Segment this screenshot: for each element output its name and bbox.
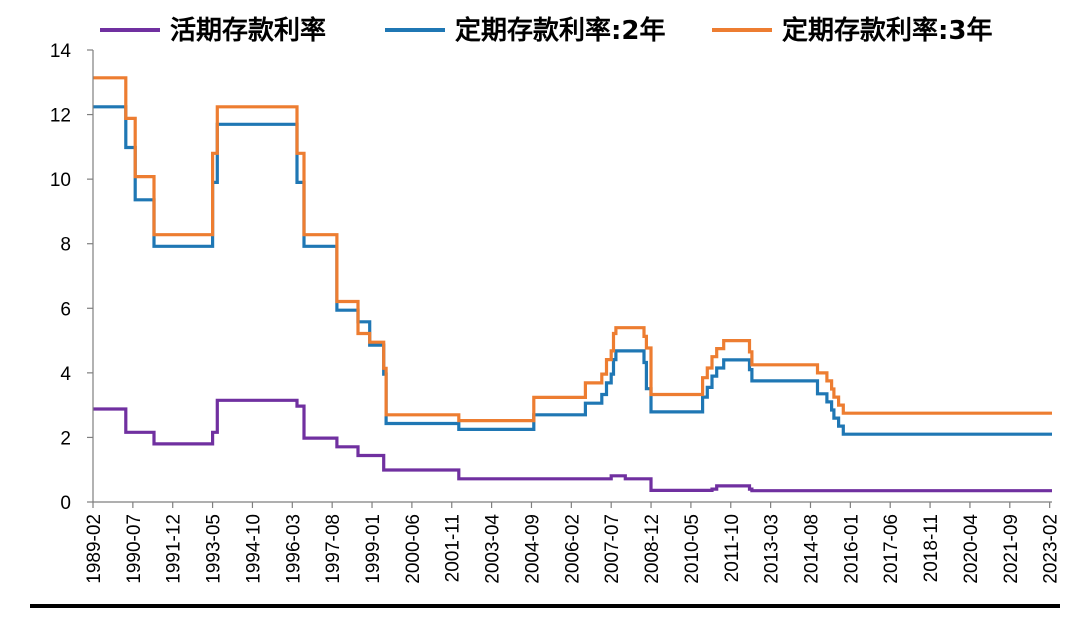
x-tick-label: 2000-06 (403, 514, 424, 584)
x-tick-label: 2018-11 (921, 514, 942, 582)
x-tick-label: 2021-09 (1001, 514, 1022, 584)
legend-label-0: 活期存款利率 (170, 15, 326, 46)
x-tick-label: 1990-07 (124, 514, 145, 584)
y-tick-label: 6 (60, 299, 71, 320)
x-tick-label: 1991-12 (164, 514, 185, 584)
y-tick-label: 2 (60, 428, 71, 449)
x-tick-label: 1993-05 (204, 514, 225, 584)
bottom-rule (30, 604, 1060, 608)
series-line-1 (93, 105, 1052, 436)
series-group (93, 76, 1052, 493)
x-tick-label: 2004-09 (522, 514, 543, 584)
x-tick-label: 2017-06 (881, 514, 902, 584)
y-tick-label: 12 (50, 106, 71, 127)
legend-label-1: 定期存款利率:2年 (455, 15, 666, 46)
series-line-2 (93, 76, 1052, 423)
x-tick-label: 2014-08 (801, 514, 822, 584)
y-tick-label: 10 (50, 170, 71, 191)
y-tick-label: 8 (60, 235, 71, 256)
x-tick-label: 2008-12 (642, 514, 663, 584)
series-line-0 (93, 398, 1052, 493)
x-tick-label: 1994-10 (243, 514, 264, 584)
x-tick-label: 2001-11 (443, 514, 464, 582)
x-tick-label: 1996-03 (283, 514, 304, 584)
x-tick-label: 2010-05 (682, 514, 703, 584)
x-tick-label: 1999-01 (363, 514, 384, 584)
x-ticks: 1989-02 1990-07 1991-12 1993-05 1994-10 1996-… (84, 502, 1062, 584)
y-tick-label: 0 (60, 493, 71, 514)
x-tick-label: 2006-02 (562, 514, 583, 584)
x-tick-label: 2020-04 (961, 514, 982, 584)
x-tick-label: 2003-04 (483, 514, 504, 584)
legend-label-2: 定期存款利率:3年 (782, 15, 993, 46)
x-tick-label: 2007-07 (602, 514, 623, 584)
x-tick-label: 1997-08 (323, 514, 344, 584)
x-tick-label: 2023-02 (1041, 514, 1062, 584)
legend: 活期存款利率 定期存款利率:2年 定期存款利率:3年 (100, 15, 993, 46)
x-tick-label: 2013-03 (762, 514, 783, 584)
y-tick-label: 4 (60, 364, 71, 385)
x-tick-label: 2016-01 (841, 514, 862, 584)
y-ticks: 0 2 4 6 8 10 12 14 (50, 41, 93, 514)
y-tick-label: 14 (50, 41, 72, 62)
x-tick-label: 1989-02 (84, 514, 105, 584)
x-tick-label: 2011-10 (722, 514, 743, 582)
